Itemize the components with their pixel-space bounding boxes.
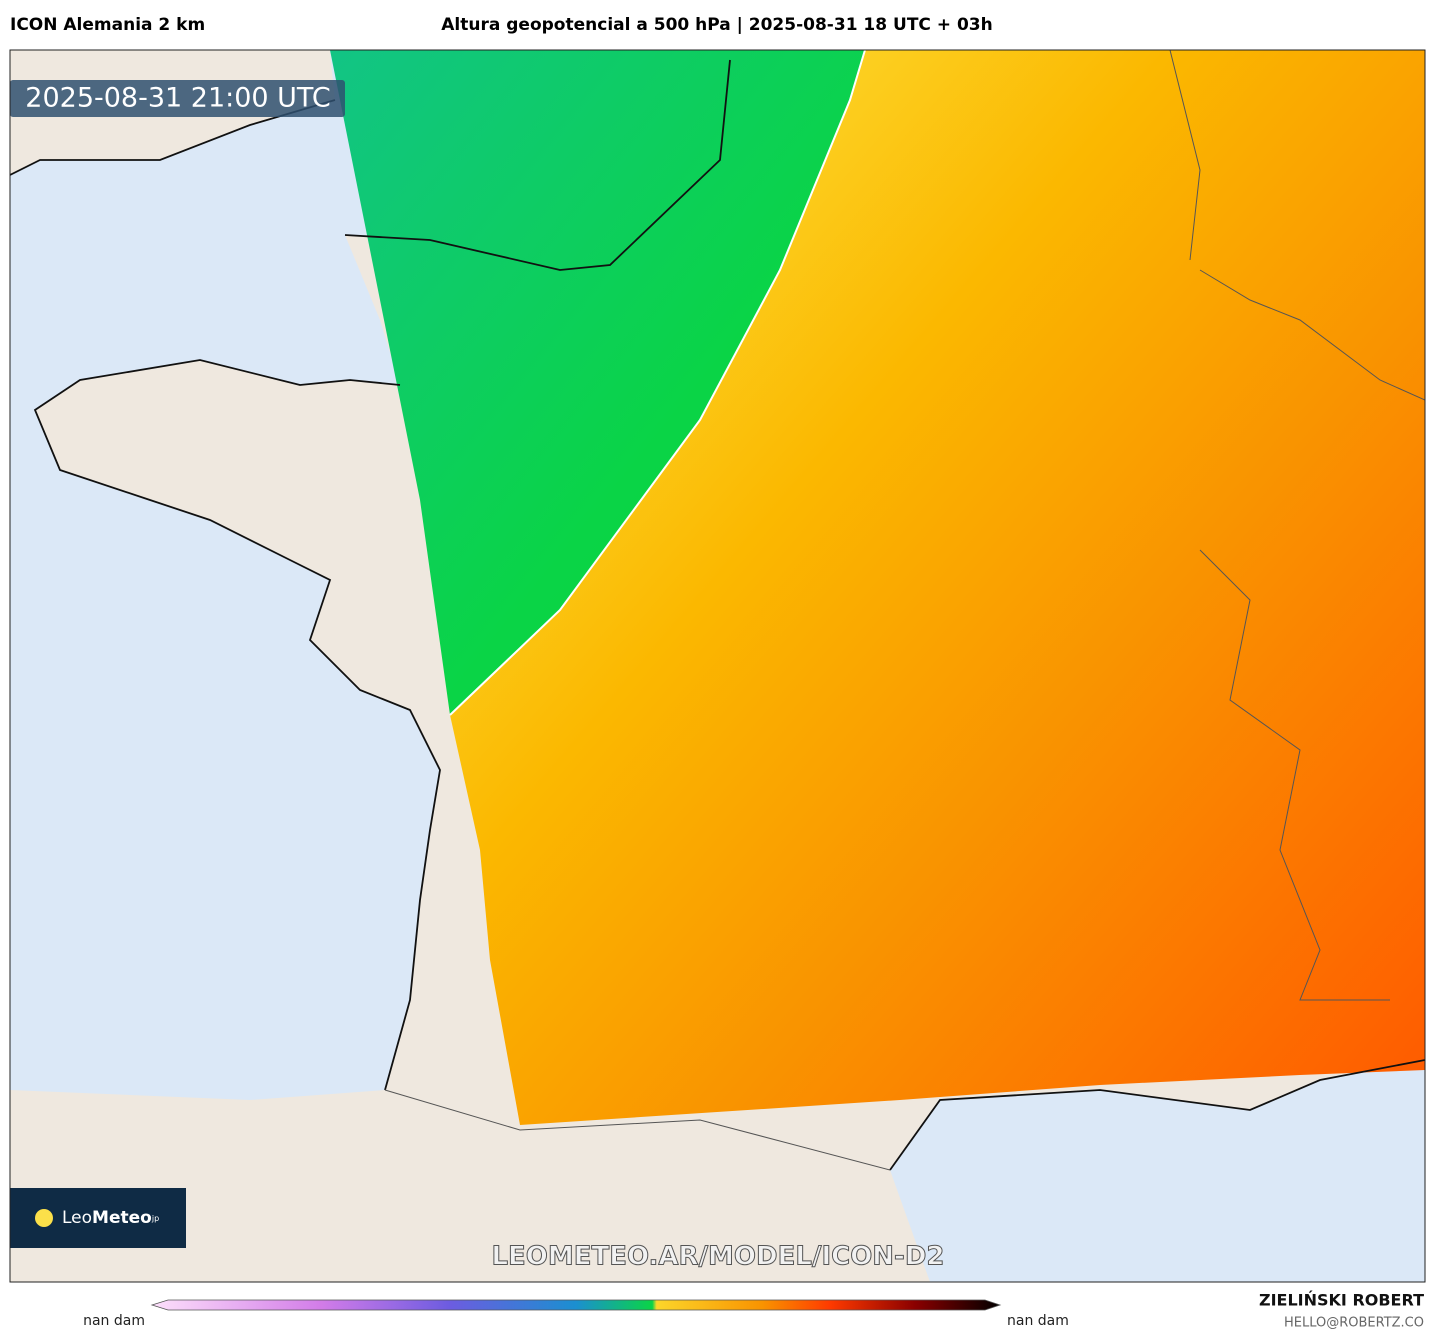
logo-bold: Meteo <box>92 1208 152 1228</box>
colorbar-right-label: nan dam <box>1007 1313 1069 1329</box>
watermark: LEOMETEO.AR/MODEL/ICON-D2 <box>491 1242 944 1272</box>
logo-light: Leo <box>62 1208 92 1228</box>
colorbar <box>150 1299 1002 1311</box>
logo: LeoMeteojp <box>62 1208 159 1228</box>
logo-sun <box>35 1209 53 1227</box>
model-name: ICON Alemania 2 km <box>10 15 205 35</box>
map-area: 2025-08-31 21:00 UTC LeoMeteojp LEOMETEO… <box>10 50 1425 1282</box>
logo-suffix: jp <box>151 1214 159 1223</box>
valid-time: 2025-08-31 21:00 UTC <box>25 83 330 114</box>
map-title: Altura geopotencial a 500 hPa | 2025-08-… <box>441 15 992 35</box>
coastline <box>10 59 1425 1171</box>
email: HELLO@ROBERTZ.CO <box>1284 1316 1424 1331</box>
borders <box>384 50 1425 1171</box>
colorbar-left-label: nan dam <box>83 1313 145 1329</box>
time-box <box>10 80 345 117</box>
colorbar-ramp <box>150 1299 1002 1311</box>
author: ZIELIŃSKI ROBERT <box>1259 1291 1424 1310</box>
field-edge <box>449 50 866 716</box>
map-frame <box>9 49 1426 1283</box>
warm-field <box>450 50 1425 1125</box>
cool-field <box>330 50 865 715</box>
